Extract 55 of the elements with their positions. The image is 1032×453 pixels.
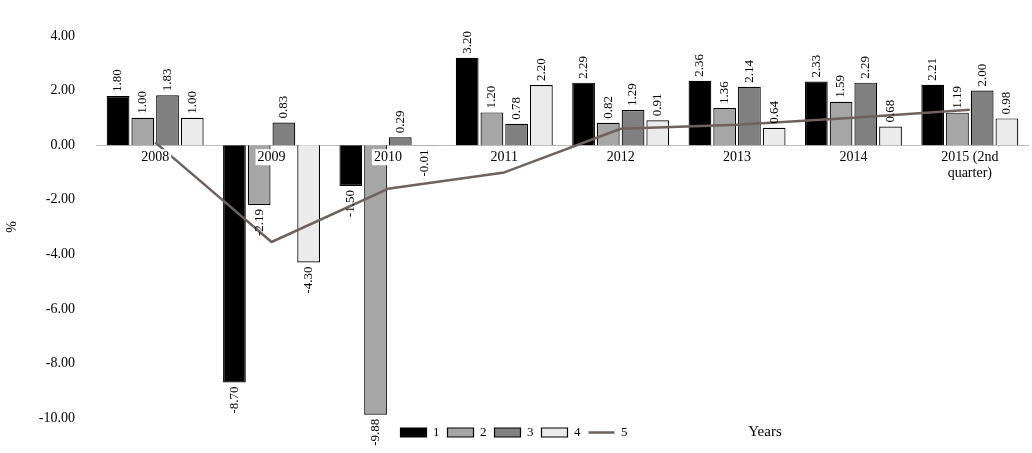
data-label: 0.29 — [391, 110, 407, 134]
data-label: -8.70 — [225, 386, 241, 414]
data-label: -0.01 — [416, 149, 432, 177]
data-label: 1.80 — [109, 69, 125, 93]
y-tick-label: -4.00 — [45, 245, 75, 261]
x-tick-label: 2013 — [723, 148, 752, 164]
data-label: 2.36 — [691, 53, 707, 77]
y-tick-label: 4.00 — [50, 27, 75, 43]
legend-label: 1 — [433, 423, 440, 439]
y-tick-label: 0.00 — [50, 136, 75, 152]
data-label: 1.29 — [624, 83, 640, 106]
data-label: 2.14 — [740, 59, 756, 83]
y-tick-label: -10.00 — [38, 409, 75, 425]
y-tick-label: -2.00 — [45, 191, 75, 207]
data-label: 0.78 — [508, 97, 524, 120]
data-label: 0.68 — [881, 99, 897, 123]
data-label: 0.82 — [599, 96, 615, 119]
x-tick-label: 2009 — [257, 148, 286, 164]
data-label: 0.64 — [765, 100, 781, 124]
x-axis-title: Years — [748, 422, 782, 439]
data-label: -1.50 — [342, 190, 358, 218]
data-label: 1.20 — [483, 85, 499, 109]
y-tick-label: -6.00 — [45, 300, 75, 316]
data-label: 2.21 — [924, 58, 940, 81]
data-label: 1.83 — [158, 68, 174, 92]
data-label: 0.98 — [998, 91, 1014, 115]
y-axis-title: % — [4, 220, 20, 233]
data-label: 1.59 — [832, 75, 848, 98]
data-label: -4.30 — [300, 266, 316, 294]
y-tick-label: -8.00 — [45, 355, 75, 371]
data-label: 0.83 — [275, 95, 291, 119]
x-tick-label: 2014 — [839, 148, 868, 164]
legend-label: 5 — [621, 423, 628, 439]
data-label: 2.20 — [532, 58, 548, 82]
data-label: 2.29 — [857, 55, 873, 79]
x-tick-label: 2012 — [606, 148, 635, 164]
y-tick-label: 2.00 — [50, 82, 75, 98]
x-tick-label: 2010 — [373, 148, 402, 164]
legend-label: 2 — [480, 423, 487, 439]
data-label: 1.00 — [134, 91, 150, 114]
data-label: 2.29 — [575, 55, 590, 79]
data-label: 1.19 — [948, 85, 964, 109]
data-label: 2.00 — [973, 63, 989, 87]
legend-label: 4 — [574, 423, 581, 439]
data-label: 0.91 — [649, 93, 665, 117]
x-tick-label: 2015 (2nd quarter) — [941, 148, 999, 181]
legend-label: 3 — [527, 423, 534, 439]
x-tick-label: 2011 — [490, 148, 519, 164]
data-label: 3.20 — [458, 31, 474, 54]
data-label: 1.00 — [183, 91, 199, 114]
data-label: -9.88 — [366, 418, 382, 446]
data-label: 1.36 — [716, 80, 732, 105]
data-label: -2.19 — [250, 208, 266, 236]
data-label: 2.33 — [807, 54, 823, 78]
x-tick-label: 2008 — [141, 148, 170, 164]
